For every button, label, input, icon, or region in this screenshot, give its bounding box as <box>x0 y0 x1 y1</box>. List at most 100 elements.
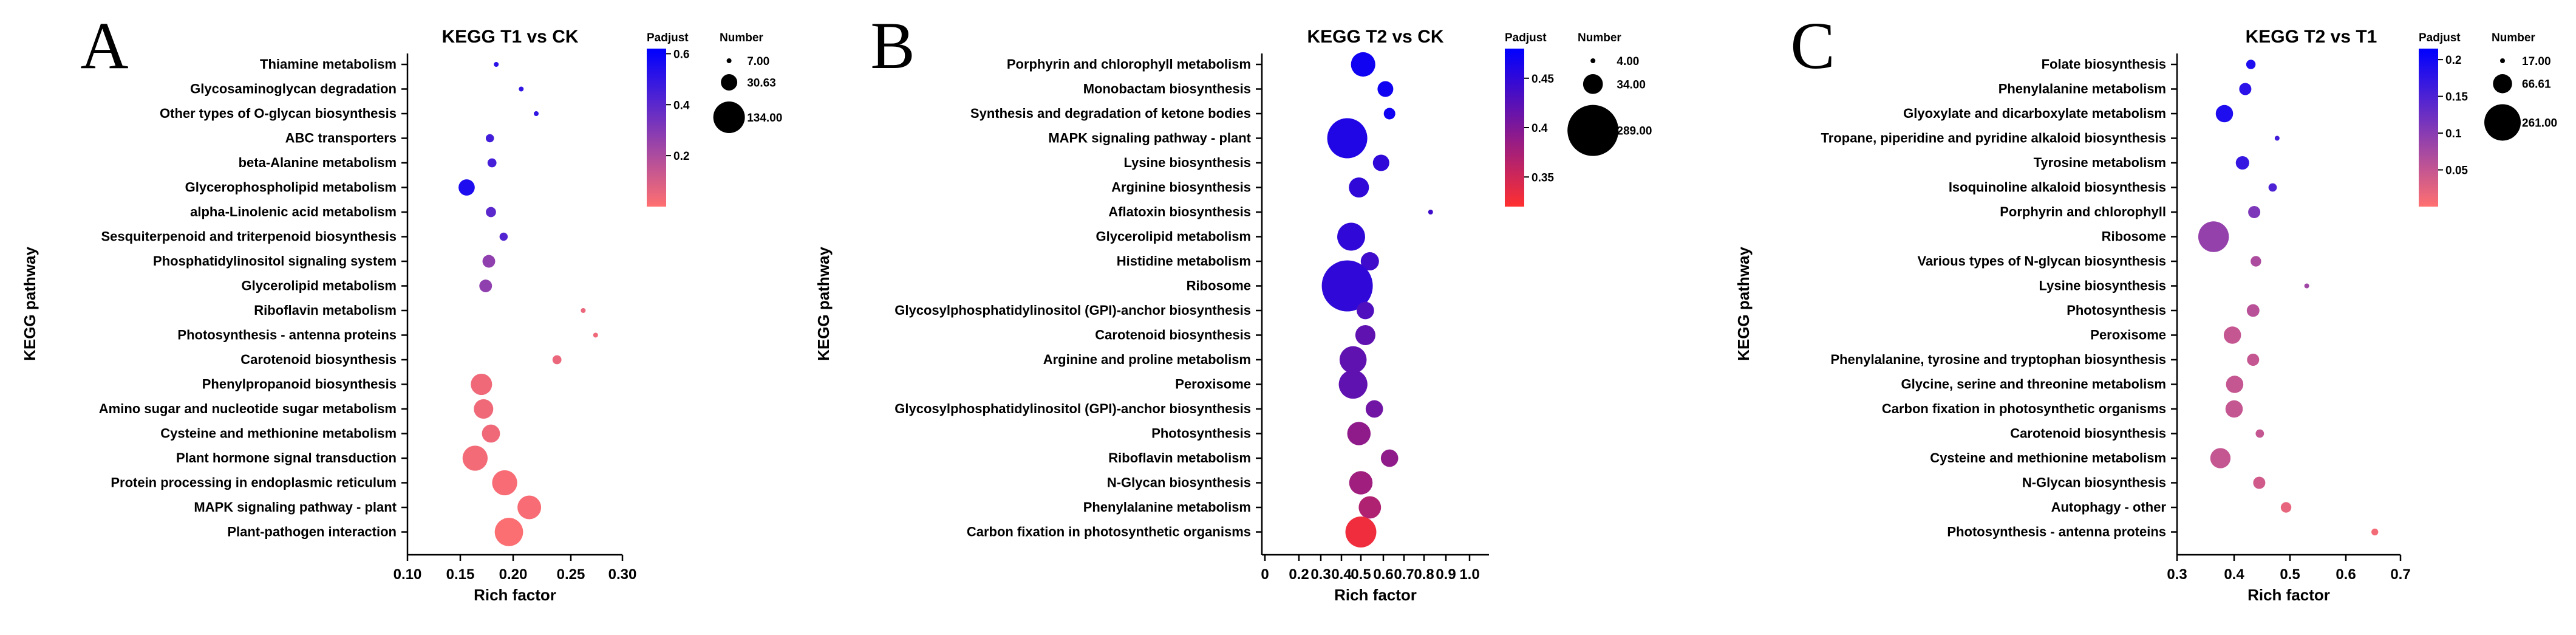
x-tick-label-B: 0.3 <box>1310 566 1331 583</box>
pathway-label-B: Peroxisome <box>1175 377 1251 392</box>
pathway-label-C: Various types of N-glycan biosynthesis <box>1917 253 2166 269</box>
x-tick-label-C: 0.6 <box>2336 566 2356 583</box>
pathway-label-B: Glycerolipid metabolism <box>1095 229 1251 244</box>
color-legend-tick-label-A: 0.4 <box>673 99 690 112</box>
data-point-B <box>1383 108 1395 120</box>
pathway-label-A: Sesquiterpenoid and triterpenoid biosynt… <box>101 229 397 244</box>
size-legend-label-B: 34.00 <box>1617 78 1646 91</box>
data-point-C <box>2248 205 2261 219</box>
pathway-label-A: Cysteine and methionine metabolism <box>160 426 397 441</box>
data-point-C <box>2239 83 2252 95</box>
pathway-label-C: Carotenoid biosynthesis <box>2010 426 2166 441</box>
data-point-A <box>492 470 517 496</box>
size-legend-bubble-C <box>2500 58 2505 63</box>
pathway-label-C: N-Glycan biosynthesis <box>2022 475 2166 490</box>
x-tick-label-A: 0.15 <box>446 566 475 583</box>
pathway-label-A: MAPK signaling pathway - plant <box>194 499 397 515</box>
data-point-B <box>1338 369 1368 399</box>
pathway-label-B: Riboflavin metabolism <box>1108 450 1251 465</box>
pathway-label-C: Lysine biosynthesis <box>2039 278 2166 293</box>
pathway-label-C: Peroxisome <box>2090 328 2166 343</box>
pathway-label-C: Photosynthesis <box>2067 303 2166 318</box>
data-point-A <box>471 373 492 396</box>
size-legend-bubble-B <box>1583 74 1603 94</box>
chart-title-C: KEGG T2 vs T1 <box>2246 27 2377 47</box>
pathway-label-B: Glycosylphosphatidylinositol (GPI)-ancho… <box>894 303 1251 318</box>
x-tick-label-B: 0.4 <box>1331 566 1352 583</box>
pathway-label-B: Monobactam biosynthesis <box>1083 81 1251 97</box>
pathway-label-A: Carotenoid biosynthesis <box>240 352 397 367</box>
pathway-label-C: Phenylalanine metabolism <box>1998 81 2166 97</box>
size-legend-label-B: 4.00 <box>1617 55 1639 68</box>
pathway-label-B: Arginine and proline metabolism <box>1043 352 1251 367</box>
y-axis-label-B: KEGG pathway <box>814 247 833 361</box>
pathway-label-A: Riboflavin metabolism <box>254 303 397 318</box>
data-point-C <box>2215 105 2234 123</box>
data-point-A <box>474 399 494 419</box>
pathway-label-C: Glyoxylate and dicarboxylate metabolism <box>1903 106 2166 121</box>
color-legend-tick-label-B: 0.45 <box>1532 73 1554 86</box>
pathway-label-C: Ribosome <box>2102 229 2166 244</box>
data-point-B <box>1339 346 1367 374</box>
size-legend-bubble-A <box>726 58 732 63</box>
size-legend-bubble-B <box>1590 58 1596 63</box>
panel-letter-B: B <box>870 9 915 83</box>
x-tick-label-B: 0.5 <box>1351 566 1371 583</box>
x-tick-label-B: 1.0 <box>1459 566 1479 583</box>
size-legend-label-C: 261.00 <box>2522 117 2557 129</box>
data-point-B <box>1377 81 1394 97</box>
data-point-A <box>485 134 494 143</box>
color-legend-tick-label-A: 0.2 <box>673 150 689 163</box>
data-point-B <box>1349 471 1373 495</box>
size-legend-label-C: 66.61 <box>2522 78 2551 91</box>
data-point-C <box>2226 376 2244 393</box>
data-point-B <box>1380 449 1399 467</box>
color-legend-bar-B <box>1505 49 1524 207</box>
size-legend-label-A: 7.00 <box>747 55 769 68</box>
x-tick-label-A: 0.20 <box>499 566 528 583</box>
color-legend-title-B: Padjust <box>1505 32 1547 44</box>
size-legend-label-A: 30.63 <box>747 77 776 89</box>
data-point-A <box>581 308 586 313</box>
x-axis-label-B: Rich factor <box>1334 586 1417 604</box>
data-point-C <box>2225 400 2243 418</box>
x-tick-label-C: 0.4 <box>2224 566 2244 583</box>
pathway-label-B: Aflatoxin biosynthesis <box>1108 204 1251 219</box>
size-legend-title-A: Number <box>720 32 763 44</box>
pathway-label-C: Carbon fixation in photosynthetic organi… <box>1882 401 2166 416</box>
data-point-C <box>2255 429 2264 438</box>
pathway-label-C: Phenylalanine, tyrosine and tryptophan b… <box>1830 352 2166 367</box>
color-legend-tick-label-B: 0.35 <box>1532 171 1554 184</box>
pathway-label-A: Thiamine metabolism <box>260 57 397 72</box>
x-tick-label-B: 0 <box>1261 566 1269 583</box>
pathway-label-C: Autophagy - other <box>2051 499 2167 515</box>
data-point-C <box>2247 353 2260 366</box>
data-point-A <box>479 280 492 292</box>
data-point-C <box>2274 136 2280 141</box>
data-point-B <box>1327 118 1368 159</box>
x-tick-label-B: 0.8 <box>1414 566 1434 583</box>
data-point-A <box>482 424 500 443</box>
pathway-label-C: Glycine, serine and threonine metabolism <box>1901 377 2166 392</box>
pathway-label-B: Carbon fixation in photosynthetic organi… <box>967 524 1251 540</box>
data-point-C <box>2371 528 2379 536</box>
size-legend-label-C: 17.00 <box>2522 55 2551 68</box>
pathway-label-B: MAPK signaling pathway - plant <box>1048 131 1251 146</box>
pathway-label-C: Tropane, piperidine and pyridine alkaloi… <box>1821 131 2166 146</box>
pathway-label-A: beta-Alanine metabolism <box>239 155 397 170</box>
data-point-B <box>1355 324 1375 346</box>
x-tick-label-B: 0.9 <box>1436 566 1456 583</box>
data-point-A <box>517 495 542 520</box>
x-tick-label-C: 0.3 <box>2167 566 2187 583</box>
pathway-label-B: Lysine biosynthesis <box>1124 155 1251 170</box>
x-tick-label-B: 0.6 <box>1373 566 1393 583</box>
x-tick-label-A: 0.30 <box>608 566 637 583</box>
data-point-C <box>2235 156 2249 170</box>
pathway-label-A: Glycerophospholipid metabolism <box>185 180 397 195</box>
x-tick-label-A: 0.10 <box>394 566 422 583</box>
pathway-label-C: Porphyrin and chlorophyll <box>2000 204 2166 219</box>
data-point-C <box>2210 448 2231 469</box>
data-point-B <box>1372 154 1389 171</box>
y-axis-label-A: KEGG pathway <box>21 247 39 361</box>
